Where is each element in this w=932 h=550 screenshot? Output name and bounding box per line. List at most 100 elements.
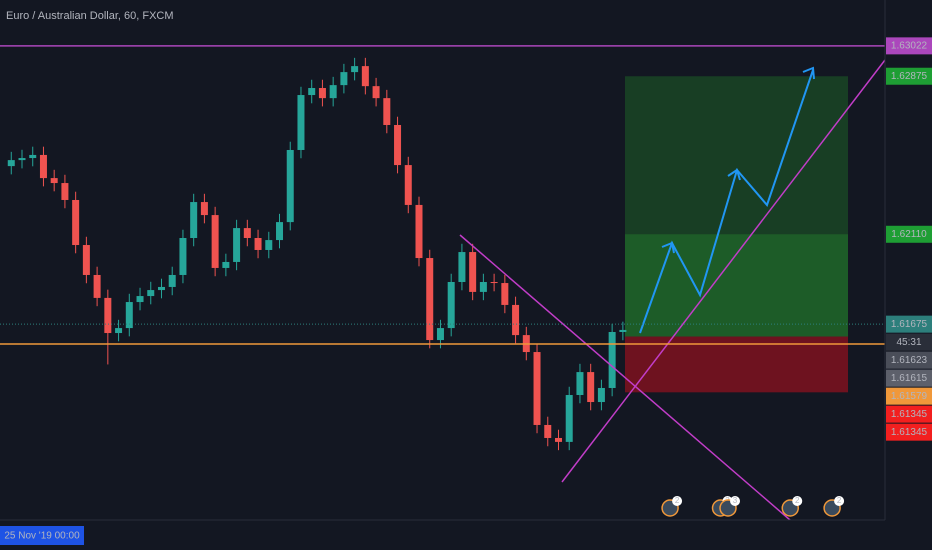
candle-body — [93, 274, 101, 298]
candle-body — [297, 95, 305, 150]
price-label-box — [886, 369, 932, 387]
candle-body — [147, 290, 155, 297]
price-label: 1.62110 — [891, 229, 927, 240]
candles — [7, 57, 627, 451]
candle-body — [222, 261, 230, 268]
candle-body — [587, 372, 595, 403]
candle-body — [243, 228, 251, 238]
candle-body — [125, 302, 133, 329]
candle-body — [168, 274, 176, 287]
candle-body — [265, 240, 273, 250]
candle-body — [565, 395, 573, 442]
candle-body — [308, 88, 316, 96]
forecast-arrow — [639, 69, 814, 334]
axes: 1.63022 1.62875 1.62110 1.61675 45:31 1.61623… — [886, 37, 932, 441]
event-badge — [730, 496, 741, 506]
candle-body — [554, 437, 562, 442]
trend-line — [459, 234, 791, 521]
candle-body — [458, 252, 466, 283]
candle-body — [372, 86, 380, 99]
candle-body — [383, 98, 391, 125]
levels: 23322 — [0, 45, 885, 517]
event-count: 2 — [837, 496, 842, 505]
candle-body — [533, 352, 541, 425]
stop-zone — [625, 336, 848, 393]
candle-body — [426, 258, 434, 341]
candle-body — [361, 66, 369, 87]
price-label: 1.61345 — [891, 409, 928, 420]
candle-body — [18, 158, 26, 161]
candle-body — [179, 237, 187, 275]
candle-body — [276, 222, 284, 241]
candle-body — [82, 245, 90, 275]
target-zone-near — [625, 234, 848, 337]
price-label-box — [886, 67, 932, 85]
candle-body — [318, 88, 326, 99]
candle-body — [608, 331, 616, 388]
event-count: 2 — [675, 496, 680, 505]
candle-body — [190, 202, 198, 238]
target-zone — [625, 76, 848, 337]
price-label-box — [886, 225, 932, 243]
candle-body — [512, 304, 520, 336]
price-label: 1.63022 — [891, 41, 928, 52]
candle-body — [404, 165, 412, 205]
event-badge — [834, 496, 845, 506]
candle-body — [469, 252, 477, 292]
event-badge — [792, 496, 803, 506]
price-label-box — [886, 387, 932, 405]
candle-body — [72, 199, 80, 246]
drawings — [459, 59, 886, 521]
candle-body — [597, 387, 605, 403]
arrow-head — [661, 241, 675, 254]
candle-body — [351, 66, 359, 73]
candle-body — [7, 160, 15, 167]
candle-body — [233, 228, 241, 262]
candle-body — [479, 282, 487, 292]
event-count: 2 — [795, 496, 800, 505]
price-label-box — [886, 315, 932, 333]
candle-body — [211, 215, 219, 268]
candle-body — [115, 328, 123, 334]
price-label: 1.61623 — [891, 355, 928, 366]
countdown: 45:31 — [896, 337, 921, 348]
candle-body — [447, 282, 455, 329]
price-label-box — [886, 423, 932, 441]
price-axis — [885, 0, 932, 550]
candle-body — [544, 424, 552, 438]
candle-body — [436, 328, 444, 341]
candle-body — [39, 154, 47, 179]
price-label: 1.62875 — [891, 71, 928, 82]
chart-title: Euro / Australian Dollar, 60, FXCM — [6, 10, 174, 22]
candle-body — [340, 72, 348, 86]
candle-body — [104, 297, 112, 334]
candle-body — [200, 202, 208, 216]
countdown-box — [886, 333, 932, 351]
candle-body — [157, 286, 165, 291]
candle-body — [490, 282, 498, 284]
candle-body — [29, 154, 37, 159]
candle-body — [50, 178, 58, 184]
price-label-box — [886, 351, 932, 369]
candle-body — [415, 204, 423, 259]
arrow-head — [802, 66, 815, 80]
candle-body — [501, 283, 509, 305]
candle-body — [329, 85, 337, 99]
price-label: 1.61345 — [891, 427, 928, 438]
price-label-box — [886, 37, 932, 55]
candle-body — [394, 124, 402, 166]
crosshair-label: 25 Nov '19 00:00 — [4, 531, 80, 542]
arrow-head — [727, 168, 741, 181]
price-label-box — [886, 405, 932, 423]
trend-line — [561, 59, 886, 483]
price-label: 1.61675 — [891, 319, 928, 330]
price-label: 1.61579 — [891, 391, 928, 402]
candle-body — [576, 372, 584, 396]
price-label: 1.61615 — [891, 373, 928, 384]
candle-body — [619, 329, 627, 332]
candle-body — [286, 149, 294, 223]
candle-body — [254, 237, 262, 250]
candle-body — [136, 296, 144, 303]
